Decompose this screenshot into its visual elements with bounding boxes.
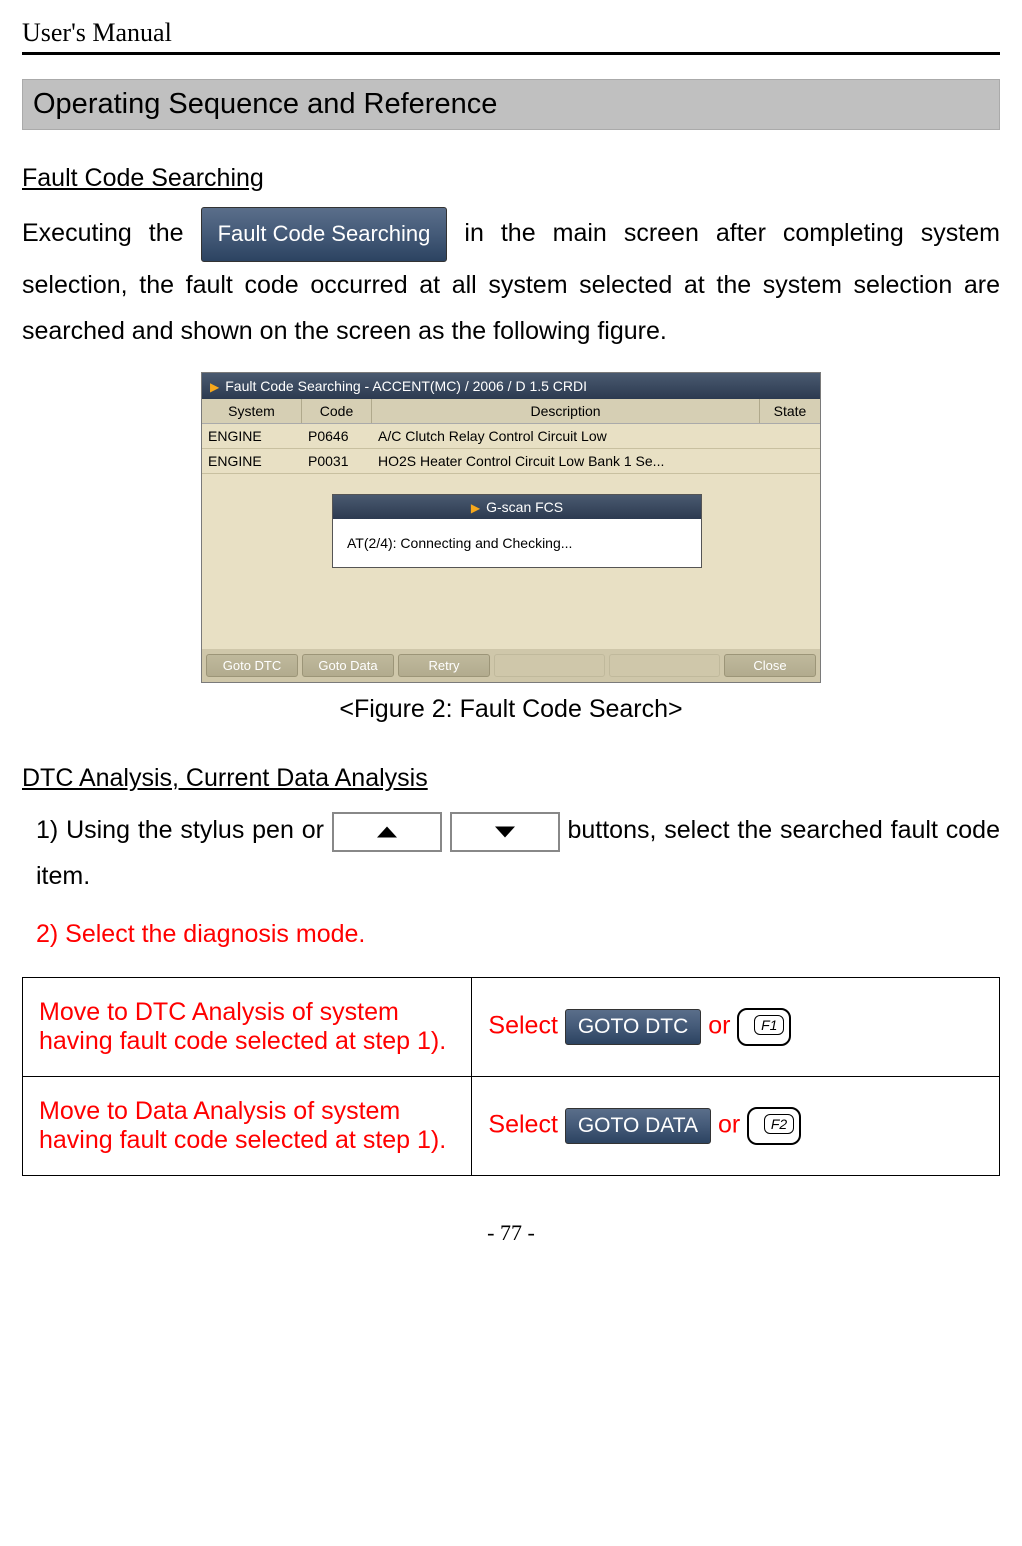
cell-desc: A/C Clutch Relay Control Circuit Low (372, 424, 760, 448)
table-row: ENGINE P0646 A/C Clutch Relay Control Ci… (202, 424, 820, 449)
cell-code: P0031 (302, 449, 372, 473)
header-rule (22, 52, 1000, 55)
row2-left-text: Move to Data Analysis of system having f… (39, 1097, 446, 1154)
goto-dtc-button[interactable]: GOTO DTC (565, 1009, 701, 1045)
figure-titlebar: Fault Code Searching - ACCENT(MC) / 2006… (202, 373, 820, 399)
table-row: ENGINE P0031 HO2S Heater Control Circuit… (202, 449, 820, 474)
cell-system: ENGINE (202, 449, 302, 473)
action-table: Move to DTC Analysis of system having fa… (22, 977, 1000, 1176)
figure-body: ENGINE P0646 A/C Clutch Relay Control Ci… (202, 424, 820, 649)
or-word: or (708, 1011, 730, 1039)
arrow-down-icon[interactable] (450, 812, 560, 852)
figure-header-row: System Code Description State (202, 399, 820, 424)
figure-wrap: Fault Code Searching - ACCENT(MC) / 2006… (22, 372, 1000, 724)
col-desc: Description (372, 399, 760, 423)
f2-key-icon[interactable]: F2 (747, 1107, 801, 1145)
row1-left-text: Move to DTC Analysis of system having fa… (39, 998, 446, 1055)
figure-caption: <Figure 2: Fault Code Search> (22, 695, 1000, 724)
section-banner: Operating Sequence and Reference (22, 79, 1000, 130)
step1-a: 1) Using the stylus pen or (36, 816, 324, 844)
row2-right: Select GOTO DATA or F2 (472, 1076, 1000, 1175)
col-system: System (202, 399, 302, 423)
fault-subhead: Fault Code Searching (22, 164, 1000, 193)
col-code: Code (302, 399, 372, 423)
close-button[interactable]: Close (724, 654, 816, 677)
cell-state (760, 449, 820, 473)
step-1: 1) Using the stylus pen or buttons, sele… (22, 807, 1000, 900)
f2-label: F2 (764, 1114, 794, 1134)
figure-popup-body: AT(2/4): Connecting and Checking... (333, 519, 701, 567)
goto-dtc-button[interactable]: Goto DTC (206, 654, 298, 677)
figure-screenshot: Fault Code Searching - ACCENT(MC) / 2006… (201, 372, 821, 683)
select-word: Select (488, 1011, 557, 1039)
f1-label: F1 (754, 1015, 784, 1035)
f1-key-icon[interactable]: F1 (737, 1008, 791, 1046)
table-row: Move to DTC Analysis of system having fa… (23, 977, 1000, 1076)
select-word: Select (488, 1110, 557, 1138)
cell-code: P0646 (302, 424, 372, 448)
table-row: Move to Data Analysis of system having f… (23, 1076, 1000, 1175)
goto-data-button[interactable]: GOTO DATA (565, 1108, 711, 1144)
arrow-up-icon[interactable] (332, 812, 442, 852)
fault-para-a: Executing the (22, 219, 184, 247)
cell-desc: HO2S Heater Control Circuit Low Bank 1 S… (372, 449, 760, 473)
goto-data-button[interactable]: Goto Data (302, 654, 394, 677)
figure-popup-title: G-scan FCS (333, 495, 701, 519)
figure-footer: Goto DTC Goto Data Retry Close (202, 649, 820, 682)
fault-para: Executing the Fault Code Searching in th… (22, 207, 1000, 354)
step-2: 2) Select the diagnosis mode. (22, 920, 1000, 949)
page-number: - 77 - (22, 1220, 1000, 1246)
footer-spacer (494, 654, 605, 677)
or-word: or (718, 1110, 740, 1138)
row1-left: Move to DTC Analysis of system having fa… (23, 977, 472, 1076)
col-state: State (760, 399, 820, 423)
row2-left: Move to Data Analysis of system having f… (23, 1076, 472, 1175)
figure-popup: G-scan FCS AT(2/4): Connecting and Check… (332, 494, 702, 568)
retry-button[interactable]: Retry (398, 654, 490, 677)
row1-right: Select GOTO DTC or F1 (472, 977, 1000, 1076)
footer-spacer (609, 654, 720, 677)
page-header: User's Manual (22, 18, 1000, 48)
fault-code-searching-button[interactable]: Fault Code Searching (201, 207, 448, 262)
dtc-subhead: DTC Analysis, Current Data Analysis (22, 764, 1000, 793)
cell-system: ENGINE (202, 424, 302, 448)
cell-state (760, 424, 820, 448)
